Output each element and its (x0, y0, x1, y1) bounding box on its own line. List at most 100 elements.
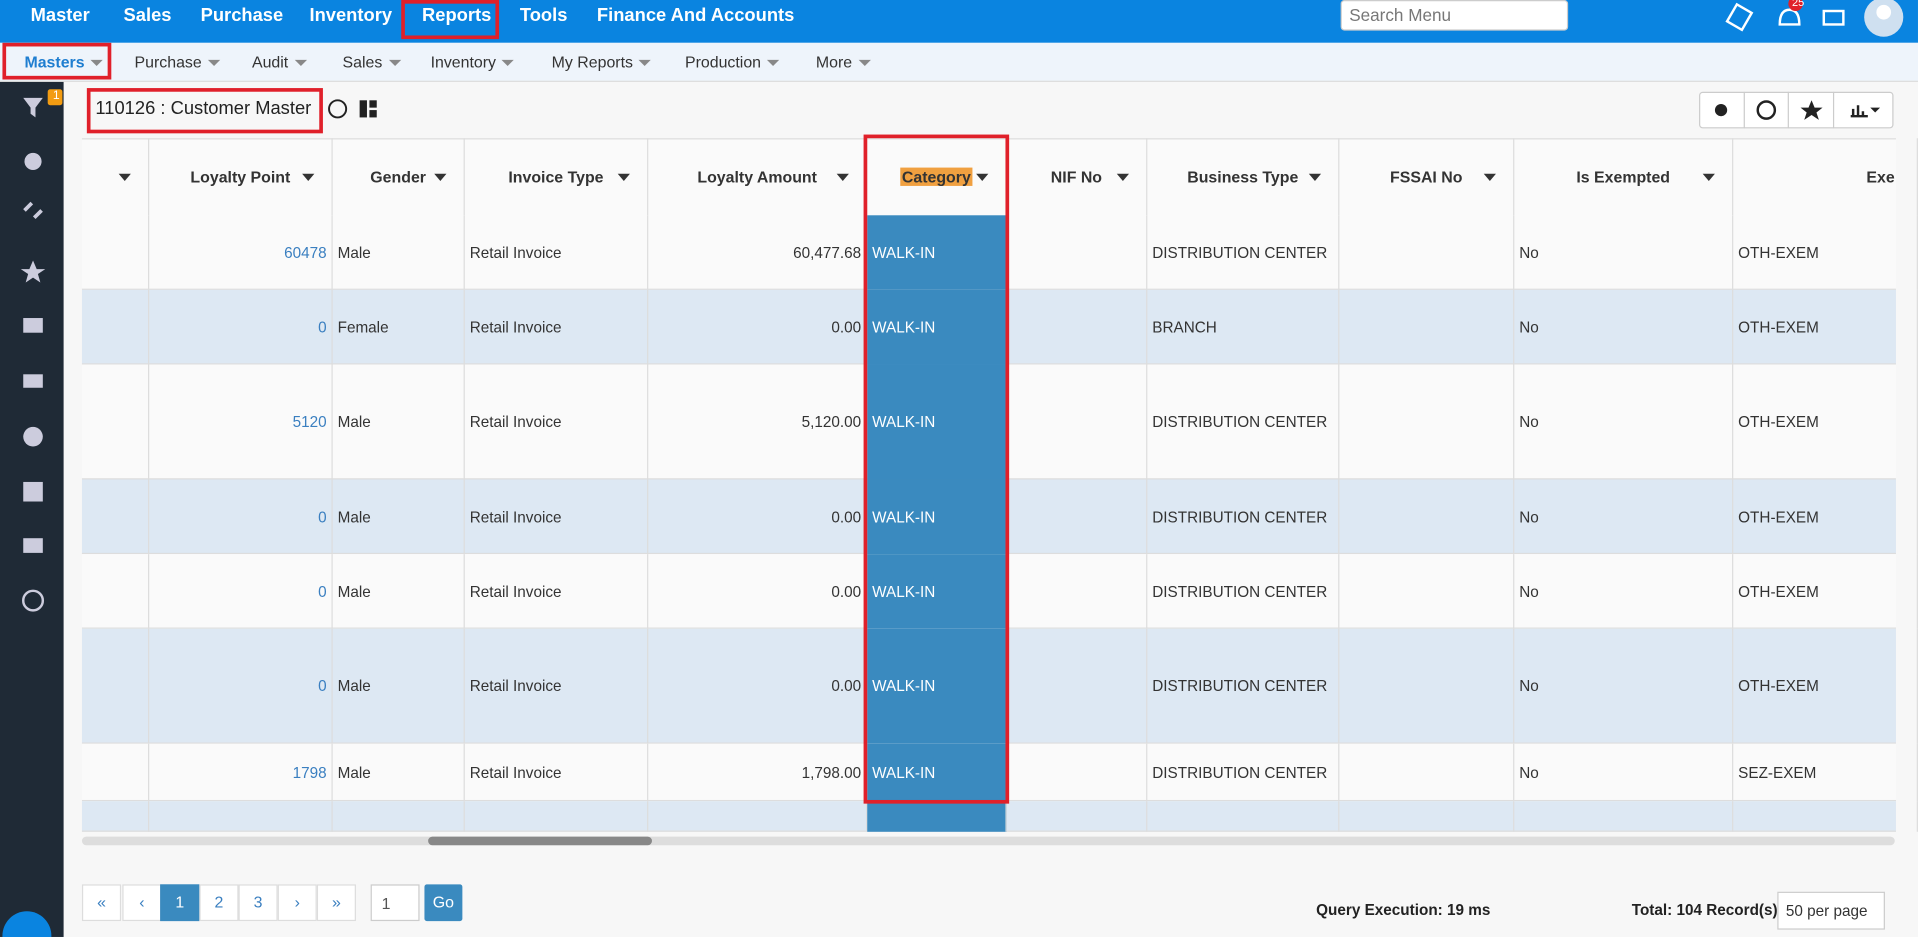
page-input[interactable]: 1 (370, 884, 420, 922)
toolbar[interactable] (1699, 91, 1894, 129)
table-cell (1733, 801, 1918, 832)
table-cell: 1,798.00 (648, 743, 868, 802)
table-cell: DISTRIBUTION CENTER (1147, 364, 1340, 480)
highlight (2, 42, 112, 80)
top-nav-item[interactable]: Reports (422, 4, 492, 26)
page-title: 110126 : Customer Master (95, 97, 312, 119)
header-cell[interactable]: FSSAI No (1339, 138, 1515, 216)
table-cell: WALK-IN (867, 628, 1007, 744)
header-cell[interactable]: Gender (333, 138, 465, 216)
top-nav-item[interactable]: Sales (123, 4, 172, 26)
table-cell: OTH-EXEM (1733, 554, 1918, 629)
sub-nav-item[interactable]: Inventory (431, 53, 515, 71)
table-cell: Male (333, 215, 465, 290)
highlight (86, 88, 323, 134)
sub-nav-item[interactable]: My Reports (552, 53, 652, 71)
page-button[interactable]: › (277, 884, 317, 922)
header-cell[interactable]: Is Exempted (1514, 138, 1734, 216)
top-nav-item[interactable]: Inventory (309, 4, 393, 26)
table-cell (1007, 364, 1148, 480)
h-scrollbar[interactable] (81, 836, 1895, 846)
header-cell[interactable]: NIF No (1007, 138, 1148, 216)
top-nav-item[interactable]: Tools (519, 4, 568, 26)
query-execution: Query Execution: 19 ms (1316, 901, 1491, 919)
table-cell (1007, 479, 1148, 555)
header-cell[interactable]: Exe (1733, 138, 1918, 216)
top-nav-item[interactable]: Master (30, 4, 90, 26)
search-input[interactable]: Search Menu (1340, 0, 1569, 31)
page-button[interactable]: 3 (238, 884, 278, 922)
table-cell (465, 801, 649, 832)
table-cell (1007, 215, 1148, 290)
table-cell: 60,477.68 (648, 215, 868, 290)
header-cell[interactable]: Loyalty Point (149, 138, 333, 216)
go-button[interactable]: Go (424, 884, 463, 922)
table-cell: WALK-IN (867, 289, 1007, 365)
table-cell (1339, 554, 1515, 629)
table-cell: OTH-EXEM (1733, 215, 1918, 290)
table-cell (1007, 801, 1148, 832)
table-cell: SEZ-EXEM (1733, 743, 1918, 802)
sub-nav-item[interactable]: Purchase (135, 53, 221, 71)
header-text: Is Exempted (1576, 167, 1671, 186)
per-page-select[interactable]: 50 per page (1777, 891, 1885, 930)
header-text: Loyalty Amount (697, 167, 817, 186)
table-cell: No (1514, 628, 1734, 744)
table-cell: 0.00 (648, 554, 868, 629)
table-cell: No (1514, 364, 1734, 480)
table-cell: OTH-EXEM (1733, 289, 1918, 365)
sub-nav-item[interactable]: Production (685, 53, 780, 71)
header-cell[interactable]: Invoice Type (465, 138, 649, 216)
table-cell: Male (333, 479, 465, 555)
table-cell: 0.00 (648, 628, 868, 744)
table-cell: 0.00 (648, 479, 868, 555)
table-cell: Retail Invoice (465, 289, 649, 365)
table-cell: Retail Invoice (465, 215, 649, 290)
table-cell (1339, 801, 1515, 832)
table-cell: Male (333, 554, 465, 629)
table-cell: Male (333, 743, 465, 802)
table-cell (1147, 801, 1340, 832)
table-cell (648, 801, 868, 832)
table-cell (1007, 554, 1148, 629)
table-cell: No (1514, 289, 1734, 365)
table-cell: 0 (149, 554, 333, 629)
scroll-thumb[interactable] (428, 836, 652, 846)
top-nav-item[interactable]: Finance And Accounts (596, 4, 795, 26)
header-text: Exe (1866, 167, 1895, 186)
page-button[interactable]: « (81, 884, 122, 922)
table-cell (1007, 743, 1148, 802)
table-cell (1339, 479, 1515, 555)
table-cell (82, 743, 150, 802)
highlight (401, 0, 500, 40)
table-cell (149, 801, 333, 832)
table-cell (82, 801, 150, 832)
sub-nav-item[interactable]: More (816, 53, 871, 71)
table-cell (1339, 289, 1515, 365)
header-cell[interactable]: Business Type (1147, 138, 1340, 216)
title-icons (328, 99, 377, 119)
sub-nav-item[interactable]: Masters (24, 53, 103, 71)
table-cell: 1798 (149, 743, 333, 802)
page-button[interactable]: ‹ (122, 884, 162, 922)
header-cell[interactable]: Loyalty Amount (648, 138, 868, 216)
highlight (863, 134, 1010, 804)
table-cell: 0 (149, 628, 333, 744)
page-button[interactable]: » (316, 884, 356, 922)
header-text: Gender (370, 167, 426, 186)
top-nav-item[interactable]: Purchase (200, 4, 284, 26)
sub-nav-item[interactable]: Audit (252, 53, 307, 71)
page-button[interactable]: 1 (160, 884, 200, 922)
table-cell: Retail Invoice (465, 554, 649, 629)
table-cell (82, 289, 150, 365)
table-cell (82, 364, 150, 480)
page-button[interactable]: 2 (199, 884, 239, 922)
table-cell: DISTRIBUTION CENTER (1147, 628, 1340, 744)
table-cell (867, 801, 1007, 832)
sub-nav-item[interactable]: Sales (342, 53, 401, 71)
table-cell: DISTRIBUTION CENTER (1147, 479, 1340, 555)
top-icons (1725, 0, 1904, 37)
table-cell: Retail Invoice (465, 743, 649, 802)
